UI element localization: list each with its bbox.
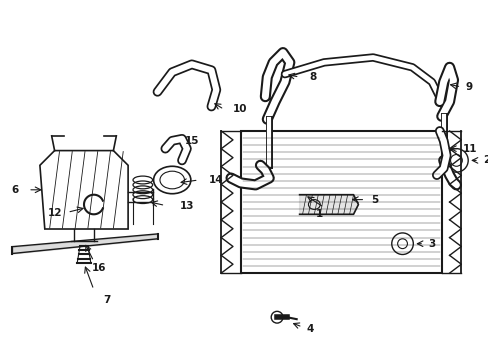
- Text: 4: 4: [306, 324, 313, 334]
- Text: 12: 12: [47, 208, 61, 218]
- Text: 11: 11: [462, 144, 477, 154]
- Text: 2: 2: [482, 156, 488, 165]
- Text: 8: 8: [309, 72, 316, 82]
- Text: 1: 1: [315, 209, 322, 219]
- Polygon shape: [299, 195, 358, 214]
- Text: 9: 9: [464, 82, 471, 92]
- Text: 15: 15: [184, 136, 199, 146]
- Text: 14: 14: [208, 175, 223, 185]
- Text: 10: 10: [232, 104, 247, 114]
- Bar: [240, 131, 441, 273]
- Text: 16: 16: [91, 263, 106, 273]
- Text: 3: 3: [427, 239, 434, 249]
- Text: 5: 5: [370, 195, 378, 204]
- Text: 6: 6: [12, 185, 19, 195]
- Text: 7: 7: [102, 294, 110, 305]
- Text: 13: 13: [180, 202, 194, 211]
